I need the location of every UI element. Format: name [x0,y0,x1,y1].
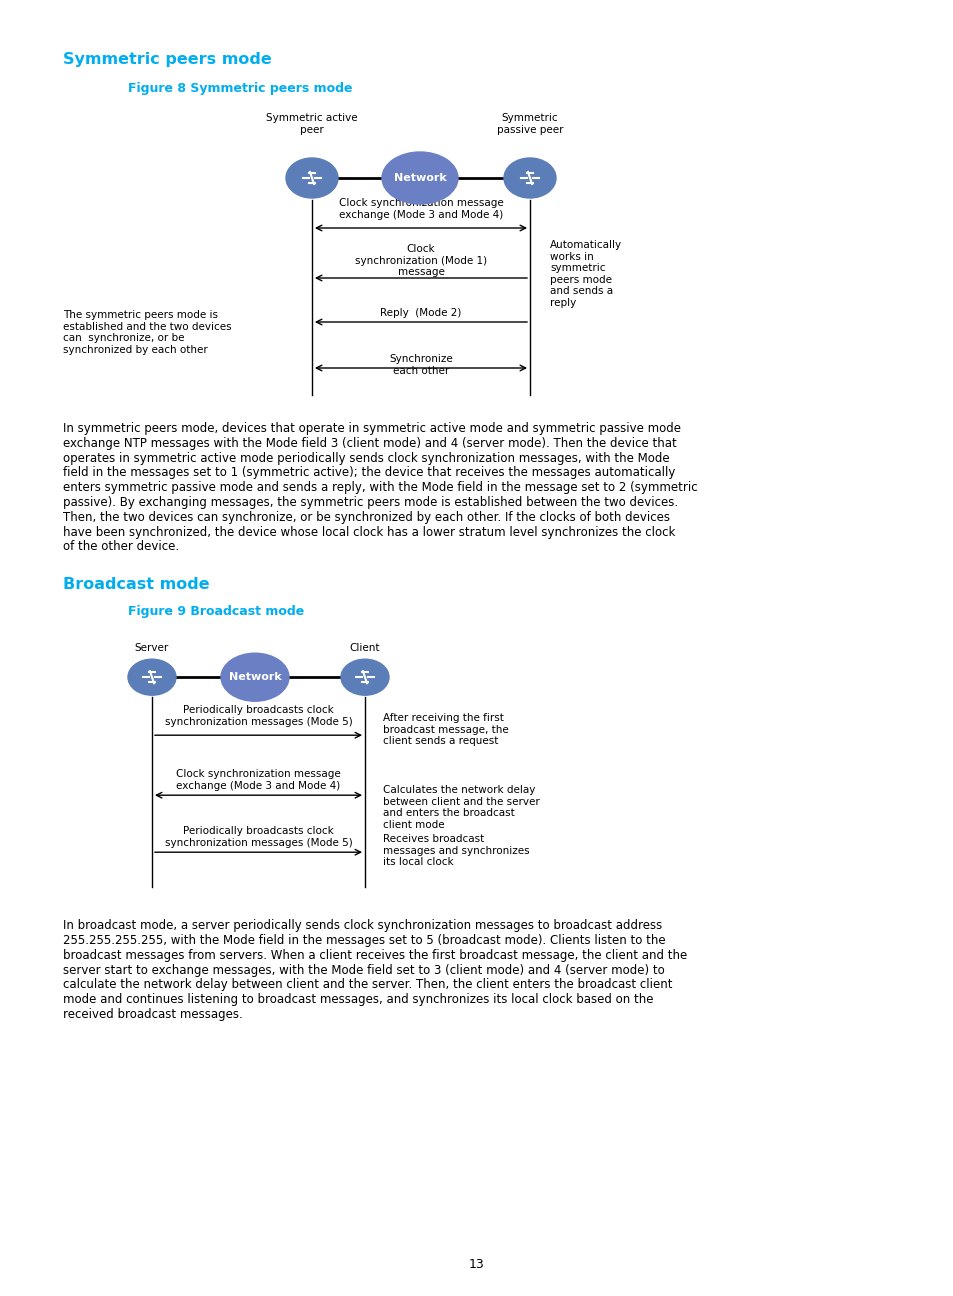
Text: 13: 13 [469,1258,484,1271]
Text: enters symmetric passive mode and sends a reply, with the Mode field in the mess: enters symmetric passive mode and sends … [63,481,697,494]
Ellipse shape [128,660,175,695]
Text: field in the messages set to 1 (symmetric active); the device that receives the : field in the messages set to 1 (symmetri… [63,467,675,480]
Text: Periodically broadcasts clock
synchronization messages (Mode 5): Periodically broadcasts clock synchroniz… [165,827,352,848]
Ellipse shape [286,158,337,198]
Text: Clock
synchronization (Mode 1)
message: Clock synchronization (Mode 1) message [355,244,487,277]
Text: Network: Network [229,673,281,682]
Text: Symmetric active
peer: Symmetric active peer [266,113,357,135]
Text: Calculates the network delay
between client and the server
and enters the broadc: Calculates the network delay between cli… [382,785,539,829]
Text: Figure 8 Symmetric peers mode: Figure 8 Symmetric peers mode [128,82,352,95]
Text: Reply  (Mode 2): Reply (Mode 2) [380,308,461,318]
Text: have been synchronized, the device whose local clock has a lower stratum level s: have been synchronized, the device whose… [63,526,675,539]
Ellipse shape [221,653,289,701]
Text: Broadcast mode: Broadcast mode [63,577,210,592]
Text: operates in symmetric active mode periodically sends clock synchronization messa: operates in symmetric active mode period… [63,451,669,464]
Ellipse shape [340,660,389,695]
Text: received broadcast messages.: received broadcast messages. [63,1008,242,1021]
Text: Synchronize
each other: Synchronize each other [389,354,453,376]
Text: broadcast messages from servers. When a client receives the first broadcast mess: broadcast messages from servers. When a … [63,949,686,962]
Text: Clock synchronization message
exchange (Mode 3 and Mode 4): Clock synchronization message exchange (… [338,198,503,219]
Text: Server: Server [134,643,169,653]
Text: Periodically broadcasts clock
synchronization messages (Mode 5): Periodically broadcasts clock synchroniz… [165,705,352,727]
Text: The symmetric peers mode is
established and the two devices
can  synchronize, or: The symmetric peers mode is established … [63,310,232,355]
Ellipse shape [503,158,556,198]
Text: Network: Network [394,172,446,183]
Ellipse shape [381,152,457,203]
Text: Client: Client [350,643,380,653]
Text: calculate the network delay between client and the server. Then, the client ente: calculate the network delay between clie… [63,978,672,991]
Text: mode and continues listening to broadcast messages, and synchronizes its local c: mode and continues listening to broadcas… [63,993,653,1006]
Text: exchange NTP messages with the Mode field 3 (client mode) and 4 (server mode). T: exchange NTP messages with the Mode fiel… [63,437,676,450]
Text: After receiving the first
broadcast message, the
client sends a request: After receiving the first broadcast mess… [382,713,508,746]
Text: of the other device.: of the other device. [63,540,179,553]
Text: Automatically
works in
symmetric
peers mode
and sends a
reply: Automatically works in symmetric peers m… [550,240,621,308]
Text: Then, the two devices can synchronize, or be synchronized by each other. If the : Then, the two devices can synchronize, o… [63,511,669,524]
Text: passive). By exchanging messages, the symmetric peers mode is established betwee: passive). By exchanging messages, the sy… [63,496,678,509]
Text: Receives broadcast
messages and synchronizes
its local clock: Receives broadcast messages and synchron… [382,835,529,867]
Text: Figure 9 Broadcast mode: Figure 9 Broadcast mode [128,605,304,618]
Text: 255.255.255.255, with the Mode field in the messages set to 5 (broadcast mode). : 255.255.255.255, with the Mode field in … [63,934,665,947]
Text: Symmetric peers mode: Symmetric peers mode [63,52,272,67]
Text: In symmetric peers mode, devices that operate in symmetric active mode and symme: In symmetric peers mode, devices that op… [63,422,680,435]
Text: server start to exchange messages, with the Mode field set to 3 (client mode) an: server start to exchange messages, with … [63,964,664,977]
Text: In broadcast mode, a server periodically sends clock synchronization messages to: In broadcast mode, a server periodically… [63,919,661,932]
Text: Symmetric
passive peer: Symmetric passive peer [497,113,562,135]
Text: Clock synchronization message
exchange (Mode 3 and Mode 4): Clock synchronization message exchange (… [176,770,340,791]
